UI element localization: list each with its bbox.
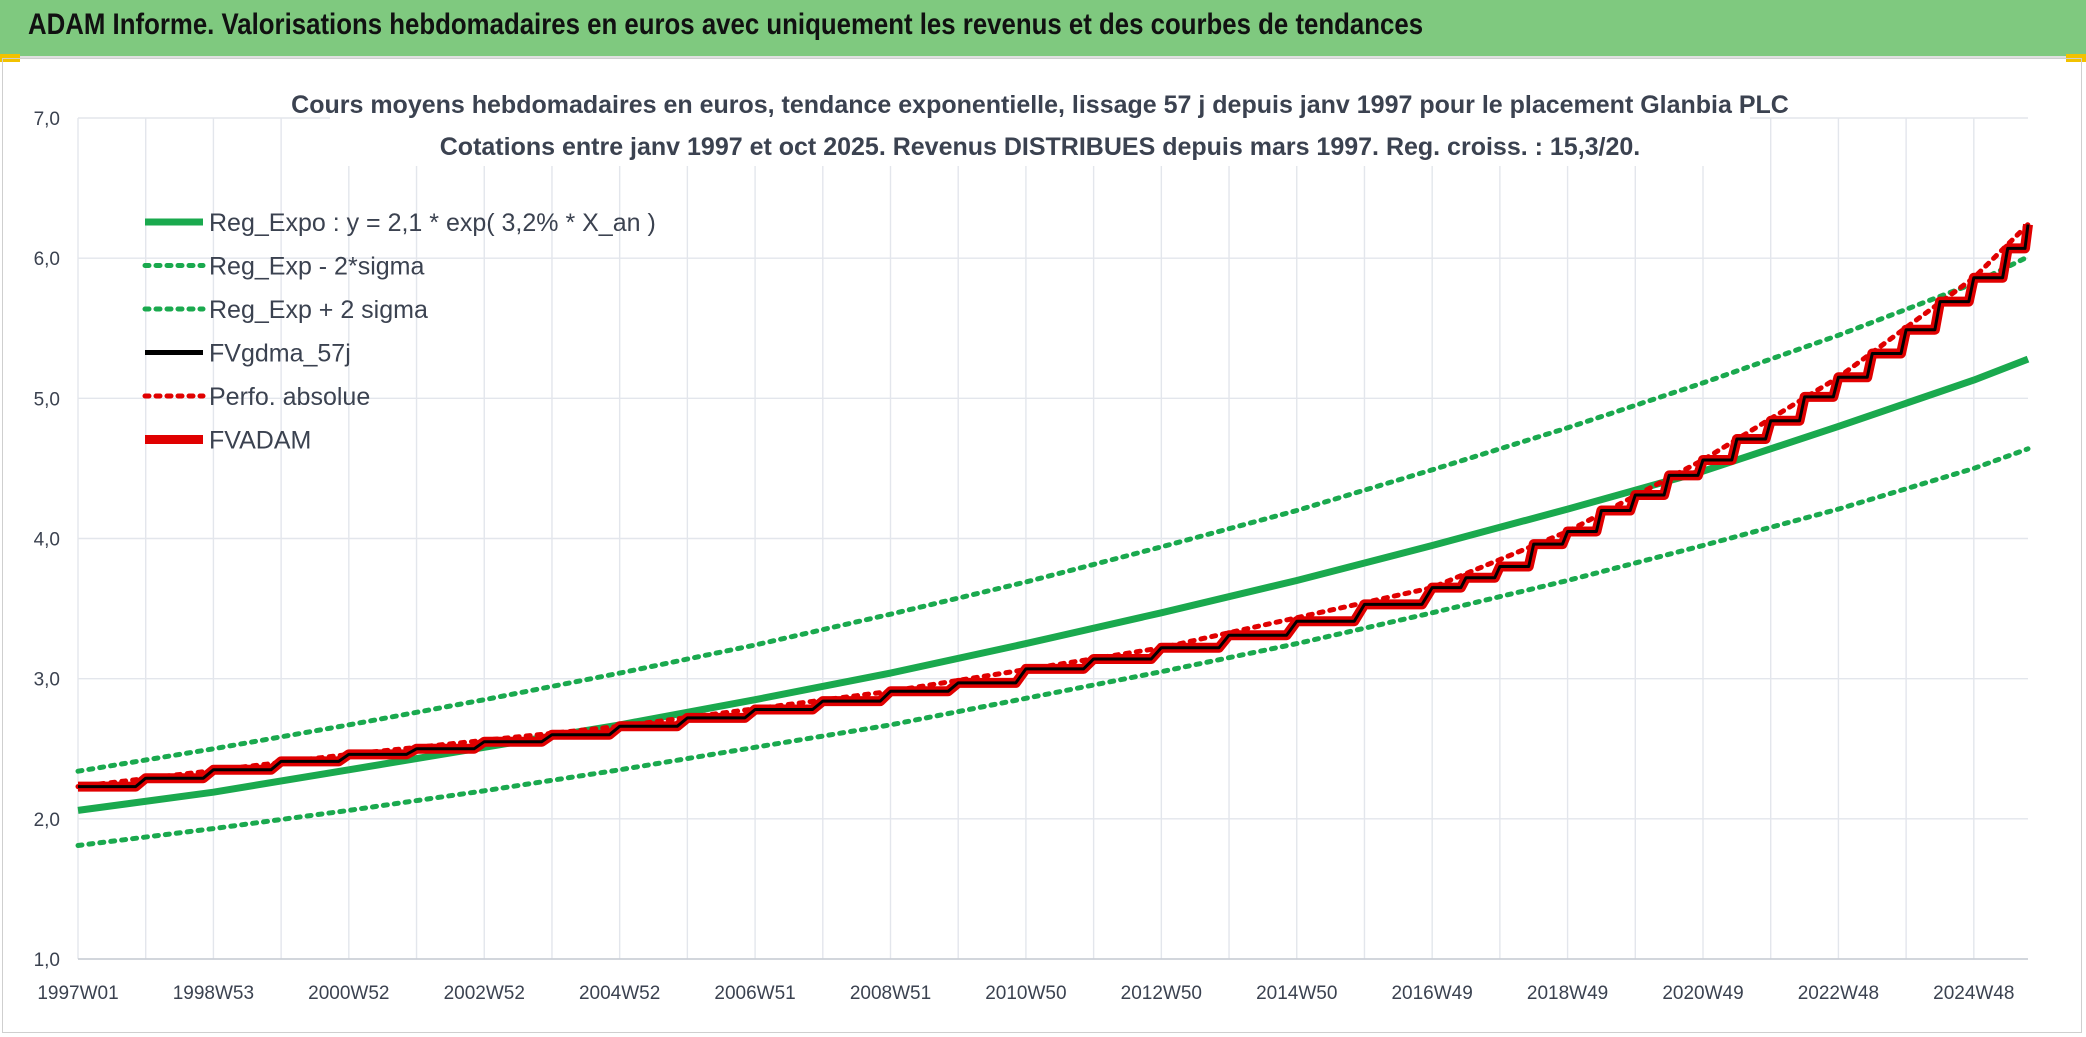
chart-title: Cours moyens hebdomadaires en euros, ten… [291,91,1789,119]
y-tick-label: 5,0 [34,389,60,410]
x-tick-label: 2004W52 [579,983,660,1004]
x-tick-label: 2006W51 [714,983,795,1004]
x-tick-label: 2024W48 [1933,983,2014,1004]
series-line-3 [78,224,2030,789]
series-lines [75,222,2033,848]
y-tick-label: 7,0 [34,109,60,130]
y-tick-label: 6,0 [34,249,60,270]
x-tick-label: 2020W49 [1662,983,1743,1004]
x-tick-label: 2002W52 [444,983,525,1004]
y-tick-label: 4,0 [34,530,60,551]
x-tick-label: 1998W53 [173,983,254,1004]
x-tick-label: 2018W49 [1527,983,1608,1004]
series-line-0 [77,355,2030,814]
series-line-1 [75,446,2031,848]
legend-label: Perfo. absolue [209,383,370,411]
legend-label: Reg_Exp + 2 sigma [209,296,428,324]
x-tick-label: 2000W52 [308,983,389,1004]
x-tick-label: 1997W01 [37,983,118,1004]
y-axis-ticks: 1,0 2,0 3,0 4,0 5,0 6,0 7,0 [34,109,60,971]
title-background [330,86,1750,166]
legend-label: Reg_Exp - 2*sigma [209,253,424,281]
y-tick-label: 3,0 [34,670,60,691]
x-tick-label: 2010W50 [985,983,1066,1004]
report-header: ADAM Informe. Valorisations hebdomadaire… [0,0,2086,59]
report-title: ADAM Informe. Valorisations hebdomadaire… [28,8,1424,41]
x-tick-label: 2022W48 [1798,983,1879,1004]
y-tick-label: 2,0 [34,810,60,831]
x-axis-ticks: 1997W01 1998W53 2000W52 2002W52 2004W52 2006W… [37,983,2014,1004]
legend-label: FVADAM [209,427,311,455]
grid [77,117,2028,960]
x-tick-label: 2012W50 [1121,983,1202,1004]
x-tick-label: 2014W50 [1256,983,1337,1004]
chart-subtitle: Cotations entre janv 1997 et oct 2025. R… [440,133,1641,161]
legend-label: Reg_Expo : y = 2,1 * exp( 3,2% * X_an ) [209,209,656,237]
x-tick-label: 2008W51 [850,983,931,1004]
chart-frame [2,58,2082,1033]
legend-label: FVgdma_57j [209,340,351,368]
y-tick-label: 1,0 [34,950,60,971]
series-line-2 [75,254,2031,774]
legend: Reg_Expo : y = 2,1 * exp( 3,2% * X_an ) R… [142,209,656,455]
x-tick-label: 2016W49 [1391,983,1472,1004]
